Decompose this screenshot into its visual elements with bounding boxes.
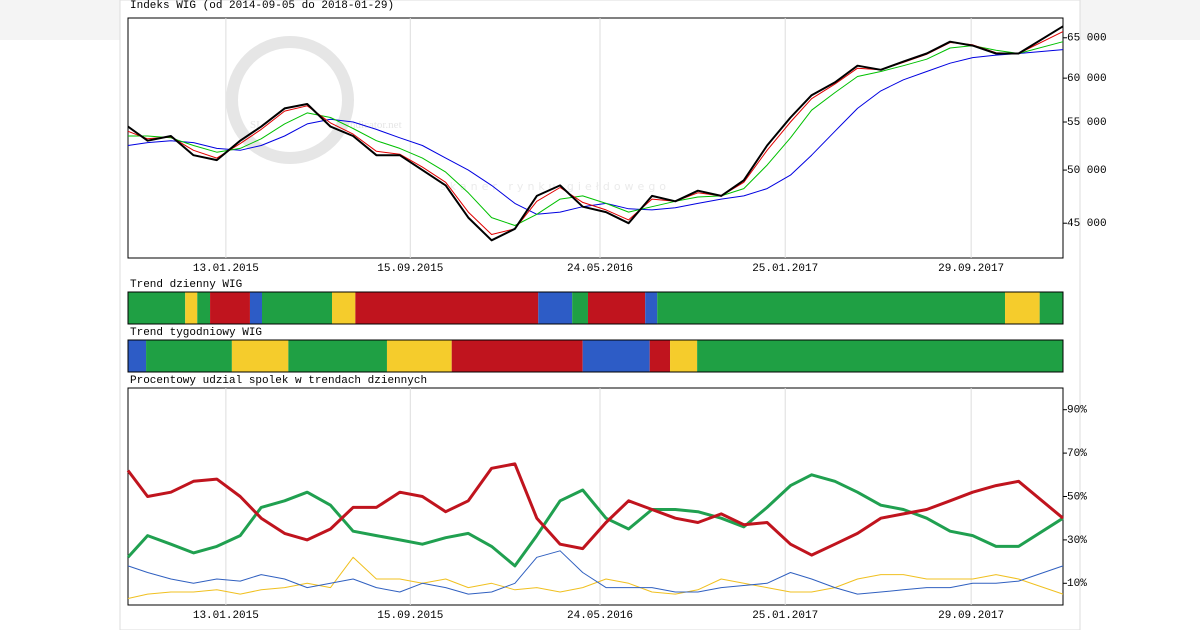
series-line: [127, 556, 1064, 599]
series-line: [126, 473, 1064, 568]
y-tick-label: 30%: [1067, 535, 1087, 547]
trend-segment: [249, 292, 263, 324]
trend-segment: [288, 340, 387, 372]
series-line: [127, 25, 1064, 242]
trend-segment: [332, 292, 356, 324]
trend-segment: [538, 292, 573, 324]
y-tick-label: 60 000: [1067, 73, 1107, 85]
x-tick-label: 15.09.2015: [377, 610, 443, 622]
x-tick-label: 15.09.2015: [377, 263, 443, 275]
trend-segment: [1005, 292, 1040, 324]
plot-area: [127, 17, 1064, 259]
trend-segment: [1039, 292, 1063, 324]
trend-segment: [128, 340, 147, 372]
trend-segment: [582, 340, 650, 372]
y-tick-label: 65 000: [1067, 33, 1107, 45]
chart-title: Procentowy udzial spolek w trendach dzie…: [130, 375, 427, 387]
trend-segment: [197, 292, 211, 324]
trend-segment: [451, 340, 583, 372]
x-tick-label: 25.01.2017: [752, 263, 818, 275]
trend-segment: [645, 292, 658, 324]
trend-segment: [355, 292, 539, 324]
chart-title: Trend tygodniowy WIG: [130, 327, 262, 339]
chart-title: Indeks WIG (od 2014-09-05 do 2018-01-29): [130, 0, 394, 12]
trend-segment: [697, 340, 1063, 372]
trend-segment: [146, 340, 232, 372]
strip-frame: [127, 339, 1064, 373]
trend-segment: [649, 340, 671, 372]
x-tick-label: 29.09.2017: [938, 263, 1004, 275]
watermark-logo: SI: [250, 119, 260, 131]
trend-segment: [587, 292, 646, 324]
y-tick-label: 90%: [1067, 405, 1087, 417]
x-tick-label: 25.01.2017: [752, 610, 818, 622]
y-tick-label: 70%: [1067, 448, 1087, 460]
series-line: [127, 550, 1064, 595]
trend-segment: [210, 292, 250, 324]
series-line: [126, 462, 1064, 557]
x-tick-label: 24.05.2016: [567, 610, 633, 622]
trend-segment: [572, 292, 588, 324]
strip-frame: [127, 291, 1064, 325]
x-tick-label: 13.01.2015: [193, 263, 259, 275]
plot-area: [127, 387, 1064, 606]
trend-segment: [231, 340, 289, 372]
trend-segment: [386, 340, 452, 372]
trend-segment: [262, 292, 333, 324]
x-tick-label: 29.09.2017: [938, 610, 1004, 622]
y-tick-label: 45 000: [1067, 218, 1107, 230]
series-line: [128, 41, 1064, 226]
watermark-ring: [226, 36, 354, 164]
y-tick-label: 50%: [1067, 491, 1087, 503]
trend-segment: [670, 340, 698, 372]
y-tick-label: 50 000: [1067, 165, 1107, 177]
chart-title: Trend dzienny WIG: [130, 279, 242, 291]
trend-segment: [185, 292, 198, 324]
watermark-text: ndicator.net: [350, 119, 402, 131]
x-tick-label: 24.05.2016: [567, 263, 633, 275]
y-tick-label: 10%: [1067, 578, 1087, 590]
trend-segment: [657, 292, 1006, 324]
trend-segment: [128, 292, 186, 324]
y-tick-label: 55 000: [1067, 117, 1107, 129]
x-tick-label: 13.01.2015: [193, 610, 259, 622]
